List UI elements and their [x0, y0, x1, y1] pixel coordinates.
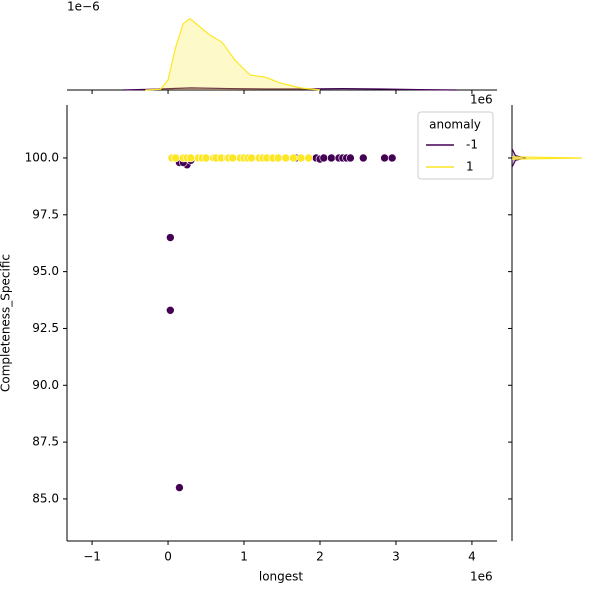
kde-line	[511, 148, 527, 168]
scatter-point	[281, 153, 291, 163]
legend-label: -1	[466, 138, 478, 152]
y-tick-label: 87.5	[32, 435, 59, 449]
x-tick-label: 1	[240, 550, 248, 564]
scatter-point	[273, 153, 283, 163]
legend-label: 1	[466, 160, 474, 174]
x-tick-label: 2	[316, 550, 324, 564]
scatter-point	[327, 153, 336, 163]
scatter-point	[171, 153, 180, 163]
y-tick-label: 95.0	[32, 264, 59, 278]
y-tick-label: 100.0	[25, 150, 59, 164]
top-y-offset-label: 1e−6	[67, 0, 100, 14]
kde-fill	[145, 18, 320, 91]
scatter-point	[289, 153, 298, 163]
legend: anomaly -1 1	[417, 111, 494, 180]
scatter-point	[319, 153, 329, 163]
y-tick-label: 85.0	[32, 491, 59, 505]
scatter-point	[304, 153, 313, 163]
x-tick-label: 3	[392, 550, 400, 564]
scatter-point	[380, 153, 389, 163]
kde-line	[511, 156, 583, 160]
scatter-point	[358, 153, 368, 163]
legend-title: anomaly	[429, 118, 481, 132]
y-tick-label: 92.5	[32, 321, 59, 335]
kde-line	[145, 17, 321, 91]
x-tick-label: −1	[83, 550, 101, 564]
legend-box	[417, 111, 494, 180]
x-tick-label: 4	[468, 550, 476, 564]
scatter-point	[296, 153, 306, 163]
x-offset-label: 1e6	[470, 570, 493, 584]
scatter-point	[247, 153, 256, 163]
top-x-offset-label: 1e6	[470, 93, 493, 107]
scatter-point	[175, 483, 184, 492]
scatter-point	[228, 153, 237, 163]
scatter-point	[346, 153, 355, 163]
scatter-point	[186, 153, 196, 163]
y-axis-label: Completeness_Specific	[0, 254, 13, 392]
x-axis-label: longest	[259, 570, 304, 584]
kde-fill	[512, 148, 526, 168]
scatter-point	[387, 153, 397, 163]
scatter-point	[166, 233, 175, 242]
y-tick-label: 90.0	[32, 378, 59, 392]
kde-line	[122, 87, 457, 91]
x-tick-label: 0	[164, 550, 172, 564]
scatter-point	[166, 305, 175, 315]
y-tick-label: 97.5	[32, 207, 59, 221]
scatter-point	[201, 153, 211, 163]
